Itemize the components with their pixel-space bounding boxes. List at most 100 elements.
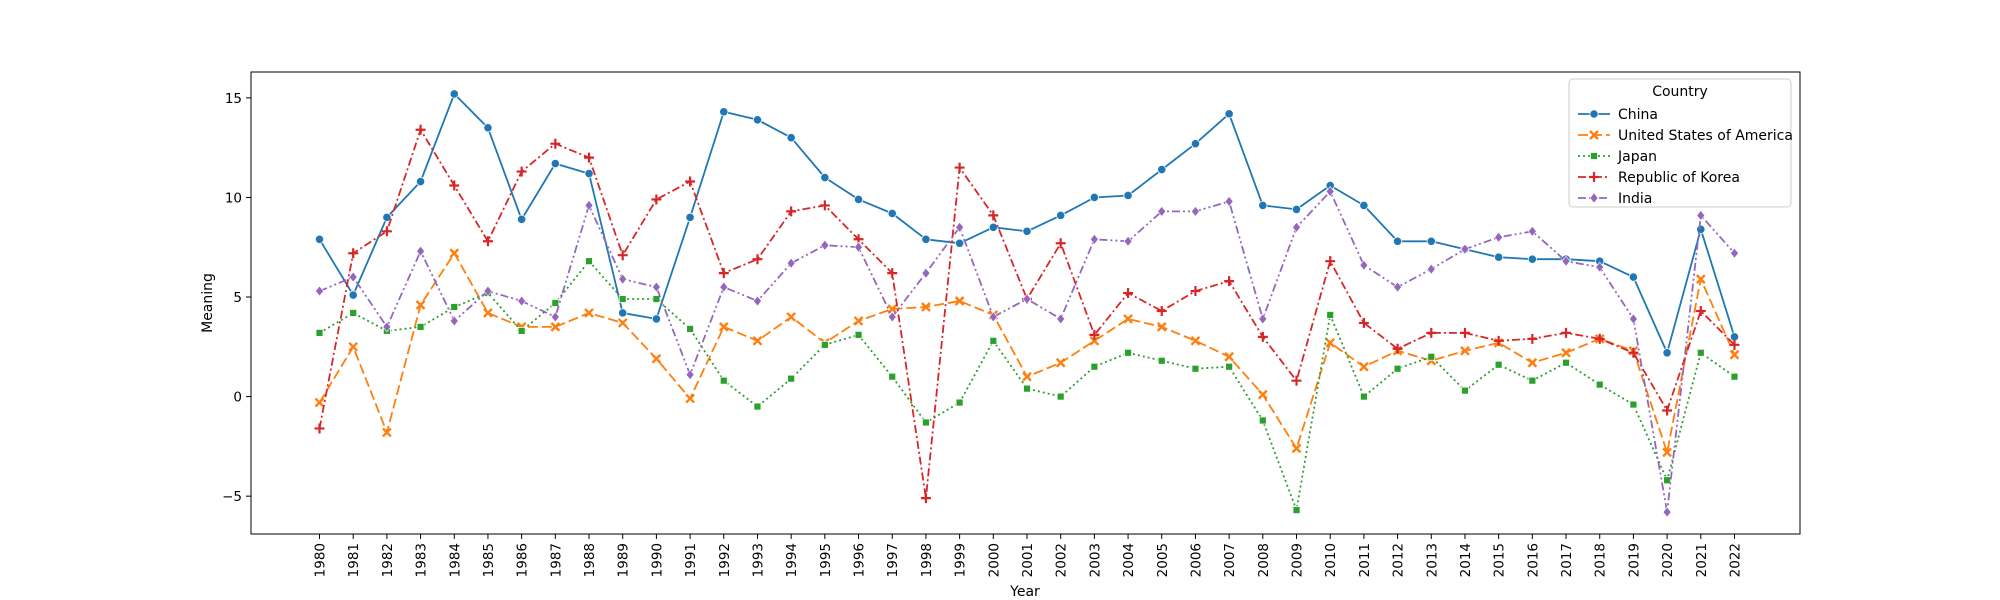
data-point (887, 208, 897, 218)
data-point (921, 302, 931, 312)
data-point (718, 322, 729, 332)
x-tick-label: 2007 (1222, 543, 1238, 577)
data-point (1595, 380, 1604, 389)
data-point (1528, 376, 1537, 385)
data-point (921, 267, 931, 279)
x-tick-label: 2016 (1525, 543, 1541, 577)
data-point (752, 115, 763, 125)
x-tick-label: 1985 (481, 543, 497, 577)
x-tick-label: 1991 (683, 543, 699, 577)
data-point (1056, 313, 1066, 325)
x-tick-label: 1992 (717, 543, 733, 577)
x-tick-label: 2022 (1727, 543, 1743, 577)
data-point (1089, 233, 1099, 245)
data-point (888, 372, 897, 381)
data-point (449, 248, 460, 259)
legend-label: Republic of Korea (1618, 170, 1740, 186)
data-point (719, 107, 729, 117)
data-point (551, 299, 560, 307)
legend-label: United States of America (1618, 128, 1793, 144)
data-point (1022, 226, 1032, 236)
x-tick-label: 2021 (1694, 543, 1710, 577)
series-japan (315, 257, 1739, 515)
x-tick-label: 1996 (852, 543, 868, 577)
legend-label: India (1618, 191, 1652, 207)
data-point (584, 199, 594, 211)
data-point (1358, 317, 1369, 328)
data-point (1561, 255, 1571, 267)
y-axis: −5 0 5 10 15 (222, 91, 251, 505)
data-point (1359, 259, 1369, 271)
data-point (1695, 305, 1706, 316)
data-point (1258, 313, 1268, 325)
data-point (1123, 190, 1133, 201)
legend-marker (1589, 130, 1599, 140)
series-china (314, 89, 1740, 358)
data-point (415, 124, 426, 135)
data-point (483, 123, 493, 133)
data-point (1257, 331, 1268, 342)
data-point (651, 314, 662, 324)
data-point (752, 254, 763, 265)
y-tick-label: 5 (233, 290, 242, 306)
data-point (618, 308, 628, 318)
data-point (955, 221, 964, 233)
data-point (1359, 361, 1369, 372)
data-point (1190, 335, 1201, 346)
data-point (1461, 386, 1469, 395)
data-point (314, 234, 325, 244)
series-india (315, 186, 1739, 518)
data-point (618, 295, 627, 303)
data-point (1292, 506, 1301, 515)
legend-item-united-states-of-america: United States of America (1578, 128, 1793, 144)
data-point (550, 159, 560, 169)
x-tick-label: 1998 (919, 543, 935, 577)
x-tick-label: 2014 (1458, 543, 1474, 577)
x-tick-label: 2015 (1492, 543, 1508, 577)
data-point (1124, 348, 1132, 357)
data-point (382, 427, 392, 438)
data-point (1392, 236, 1403, 246)
data-point (988, 311, 998, 323)
x-tick-label: 2001 (1020, 543, 1036, 577)
data-point (315, 328, 324, 337)
data-point (819, 200, 830, 211)
x-tick-label: 1980 (313, 543, 329, 577)
data-point (752, 335, 763, 346)
x-axis-title: Year (1009, 584, 1040, 600)
data-point (584, 152, 595, 163)
data-point (348, 341, 359, 352)
data-point (1157, 205, 1167, 217)
data-point (853, 316, 864, 326)
data-point (1258, 200, 1268, 211)
data-point (450, 303, 459, 311)
data-point (1257, 389, 1268, 400)
data-point (483, 308, 493, 318)
data-point (685, 369, 695, 381)
x-tick-label: 1982 (380, 543, 396, 577)
data-point (1190, 139, 1201, 149)
data-point (686, 324, 694, 333)
data-point (887, 311, 897, 323)
data-point (517, 295, 527, 307)
data-point (1426, 263, 1436, 275)
data-point (1628, 272, 1639, 282)
legend-label: China (1618, 107, 1658, 123)
data-point (820, 239, 830, 251)
data-point (1629, 400, 1638, 409)
data-point (1191, 205, 1200, 217)
data-point (651, 353, 662, 364)
x-axis: 1980 1981 1982 1983 1984 1985 1986 1987 1988 1989… (313, 534, 1743, 577)
data-point (1730, 247, 1739, 259)
data-point (315, 285, 324, 297)
data-point (1089, 192, 1099, 203)
data-point (550, 138, 561, 149)
y-tick-label: 15 (225, 91, 242, 107)
data-point (348, 271, 358, 283)
y-tick-label: −5 (222, 489, 242, 505)
data-point (517, 326, 526, 335)
x-tick-label: 2006 (1188, 543, 1204, 577)
x-tick-label: 1995 (818, 543, 834, 577)
data-point (1056, 210, 1066, 220)
series-line-china (318, 93, 1736, 354)
